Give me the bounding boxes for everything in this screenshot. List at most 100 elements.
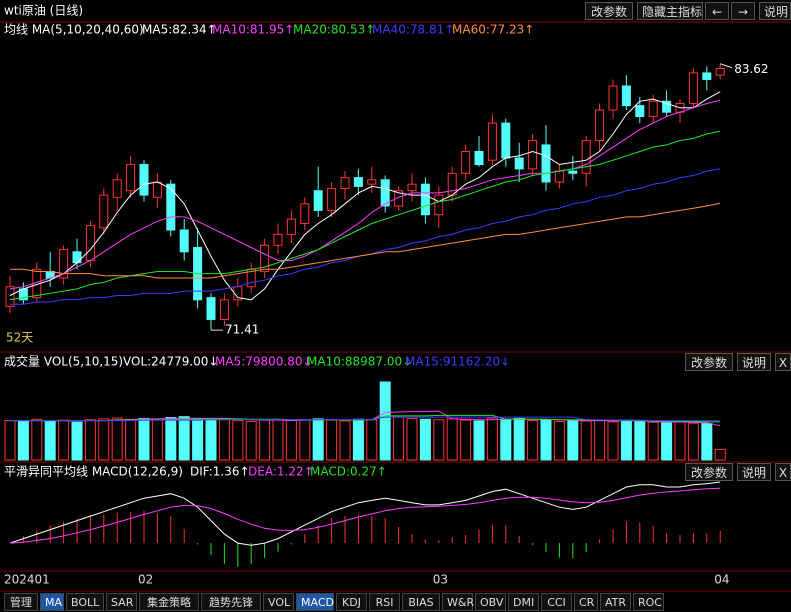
candle-body — [554, 170, 564, 183]
indicator-tab[interactable]: BOLL — [66, 593, 104, 611]
legend-item: VOL:24779.00↓ — [123, 355, 218, 369]
legend-title: 平滑异同平均线 MACD(12,26,9) — [4, 465, 183, 479]
volume-bar — [98, 418, 110, 461]
volume-bar — [245, 420, 257, 461]
legend-item: MA60:77.23↑ — [452, 23, 534, 37]
volume-bar — [71, 421, 83, 461]
volume-bar — [151, 419, 163, 461]
volume-bar — [446, 418, 458, 461]
indicator-line — [9, 487, 721, 544]
indicator-tab[interactable]: SAR — [106, 593, 137, 611]
indicator-tab[interactable]: VOL — [263, 593, 294, 611]
candle-body — [99, 194, 109, 229]
indicator-tab[interactable]: MA — [40, 593, 64, 611]
indicator-tab[interactable]: 集金策略 — [139, 593, 199, 611]
candle-body — [85, 225, 95, 262]
panel-button[interactable]: 改参数 — [685, 463, 733, 481]
candle-body — [648, 100, 658, 118]
window-title: wti原油 (日线) — [4, 4, 83, 18]
volume-bar — [17, 420, 29, 461]
candle-body — [474, 150, 484, 166]
volume-bar — [138, 417, 150, 461]
candle-body — [420, 183, 430, 216]
volume-bar — [473, 420, 485, 461]
toolbar-button[interactable]: 改参数 — [585, 2, 633, 20]
candle-body — [715, 68, 725, 76]
candle-body — [139, 164, 149, 196]
candle-body — [514, 157, 524, 170]
candle-body — [541, 144, 551, 183]
legend-item: MA40:78.81↑ — [372, 23, 454, 37]
candle-body — [501, 122, 511, 159]
volume-bar — [192, 417, 204, 461]
volume-bar — [84, 419, 96, 461]
panel-button[interactable]: 说明 — [737, 463, 771, 481]
indicator-tab[interactable]: W&R — [442, 593, 474, 611]
indicator-tab[interactable]: MACD — [296, 593, 334, 611]
candle-body — [568, 170, 578, 174]
indicator-tab[interactable]: ROC — [633, 593, 664, 611]
candle-body — [340, 177, 350, 190]
candle-body — [72, 251, 82, 264]
volume-bar — [567, 419, 579, 461]
indicator-tab[interactable]: RSI — [369, 593, 400, 611]
indicator-tab[interactable]: 管理 — [4, 593, 38, 611]
volume-bar — [232, 420, 244, 461]
toolbar-button[interactable]: → — [731, 2, 755, 20]
candle-body — [394, 190, 404, 207]
volume-bar — [500, 418, 512, 461]
indicator-tab[interactable]: DMI — [508, 593, 539, 611]
toolbar-button[interactable]: 隐藏主指标 — [637, 2, 703, 20]
indicator-tab[interactable]: OBV — [475, 593, 506, 611]
annotation-label: 83.62 — [734, 62, 768, 76]
candle-body — [300, 203, 310, 224]
toolbar-button[interactable]: 说明 — [759, 2, 791, 20]
candle-body — [688, 72, 698, 104]
panel-button[interactable]: 改参数 — [685, 353, 733, 371]
panel-button[interactable]: X — [775, 463, 791, 481]
volume-bar — [620, 419, 632, 461]
panel-button[interactable]: 说明 — [737, 353, 771, 371]
volume-bar — [299, 419, 311, 461]
indicator-tab[interactable]: ATR — [600, 593, 631, 611]
volume-bar — [460, 419, 472, 461]
candle-body — [447, 172, 457, 196]
candle-body — [662, 100, 672, 113]
volume-bar — [419, 418, 431, 461]
legend-item: MA10:88987.00↓ — [307, 355, 412, 369]
volume-bar — [205, 418, 217, 461]
volume-bar — [178, 416, 190, 461]
volume-bar — [285, 420, 297, 461]
volume-bar — [312, 418, 324, 461]
candle-body — [313, 190, 323, 211]
volume-bar — [366, 419, 378, 461]
indicator-tab[interactable]: BIAS — [402, 593, 440, 611]
candle-body — [112, 179, 122, 198]
candle-body — [219, 299, 229, 320]
x-axis-label: 202401 — [4, 573, 50, 587]
toolbar-button[interactable]: ← — [705, 2, 729, 20]
legend-item: MA15:91162.20↓ — [405, 355, 510, 369]
panel-button[interactable]: X — [775, 353, 791, 371]
candle-body — [179, 229, 189, 253]
volume-bar — [661, 422, 673, 461]
candle-body — [702, 72, 712, 80]
legend-item: MA5:79800.80↓ — [215, 355, 313, 369]
volume-bar — [527, 420, 539, 461]
volume-bar — [259, 419, 271, 461]
volume-bar — [272, 418, 284, 461]
indicator-tab[interactable]: 趋势先锋 — [201, 593, 261, 611]
volume-bar — [326, 419, 338, 461]
indicator-line — [9, 91, 721, 301]
candle-body — [528, 140, 538, 170]
indicator-tab[interactable]: CR — [574, 593, 598, 611]
legend-item: MA10:81.95↑ — [212, 23, 294, 37]
volume-bar — [513, 417, 525, 461]
legend-item: MACD:0.27↑ — [310, 465, 387, 479]
candle-body — [380, 179, 390, 207]
indicator-tab[interactable]: CCI — [541, 593, 572, 611]
indicator-tab[interactable]: KDJ — [336, 593, 367, 611]
candle-body — [286, 218, 296, 235]
